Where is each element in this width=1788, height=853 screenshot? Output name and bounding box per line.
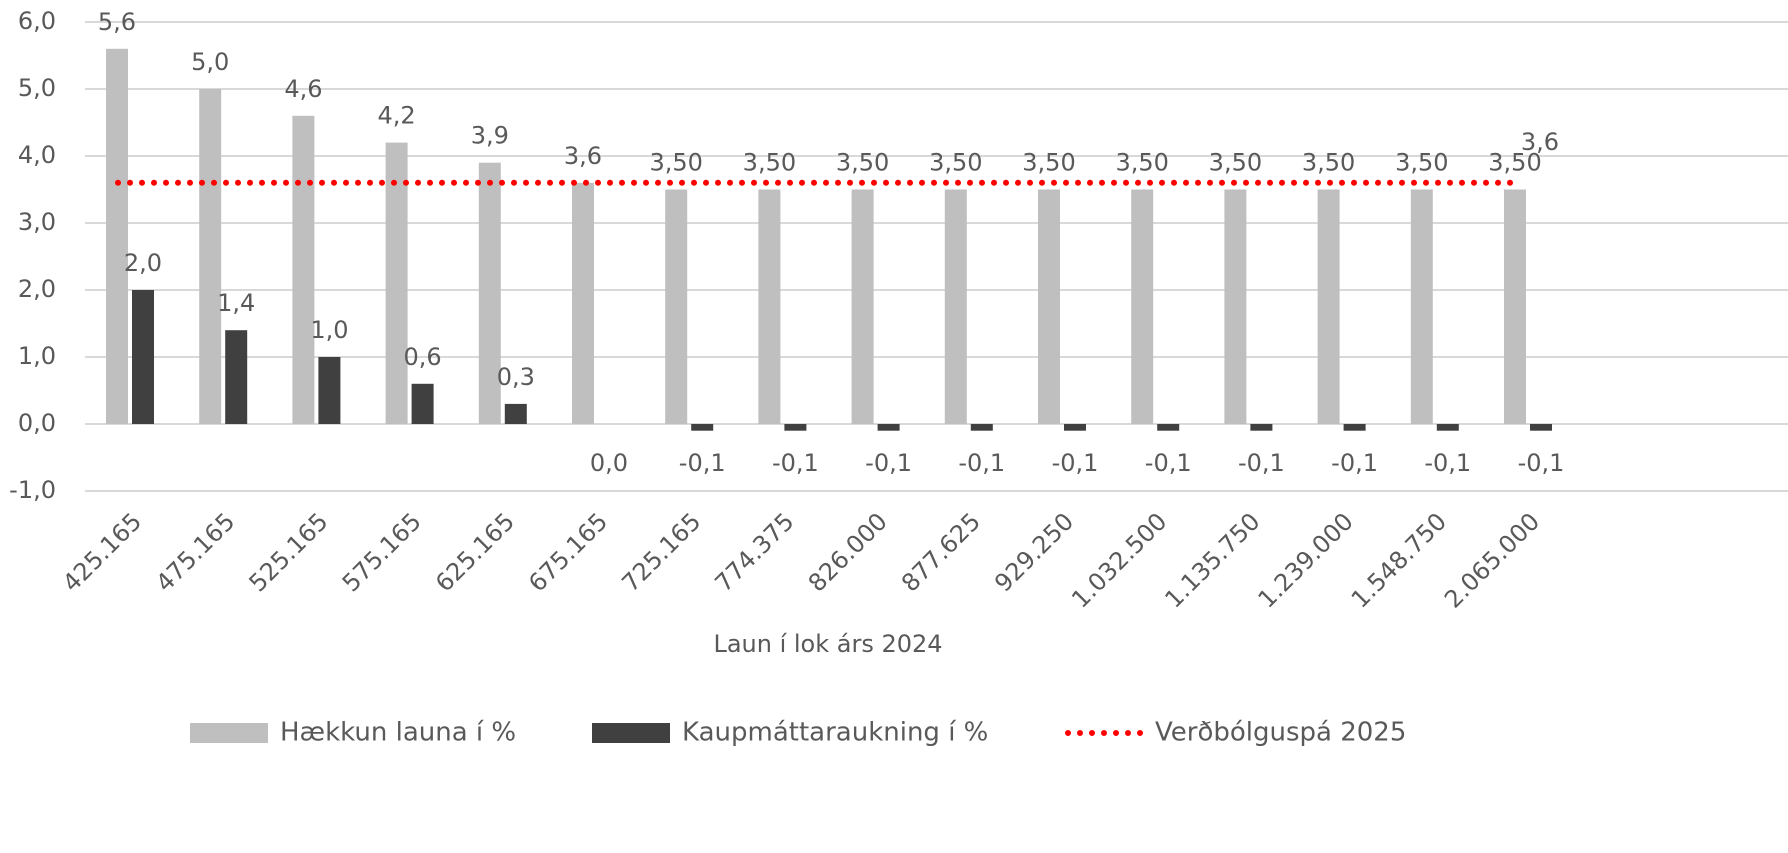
data-label: 5,0: [191, 48, 229, 76]
data-label: -0,1: [772, 449, 819, 477]
data-label: 3,50: [836, 149, 889, 177]
y-tick-label: 3,0: [18, 208, 56, 236]
bar: [572, 182, 594, 424]
x-tick-label: 425.165: [57, 507, 147, 597]
bar: [1436, 424, 1459, 431]
y-tick-label: -1,0: [9, 476, 56, 504]
x-tick-label: 1.548.750: [1346, 507, 1452, 613]
data-label: 0,3: [497, 363, 535, 391]
legend-label: Kaupmáttaraukning í %: [682, 718, 988, 748]
data-label: 3,6: [1521, 128, 1559, 156]
x-tick-label: 877.625: [896, 507, 986, 597]
bar: [385, 142, 408, 424]
x-tick-label: 826.000: [803, 507, 893, 597]
data-label: -0,1: [1145, 449, 1192, 477]
legend-label: Hækkun launa í %: [280, 718, 516, 748]
data-label: 3,50: [1209, 149, 1262, 177]
data-label: 1,4: [217, 289, 255, 317]
data-label: 3,9: [471, 122, 509, 150]
bar: [1343, 424, 1366, 431]
x-tick-label: 774.375: [710, 507, 800, 597]
x-tick-label: 1.135.750: [1159, 507, 1265, 613]
x-tick-label: 625.165: [430, 507, 520, 597]
y-tick-label: 6,0: [18, 7, 56, 35]
x-tick-label: 2.065.000: [1439, 507, 1545, 613]
data-label: 3,50: [929, 149, 982, 177]
bar: [877, 424, 900, 431]
x-tick-label: 1.032.500: [1066, 507, 1172, 613]
data-label: 0,6: [404, 343, 442, 371]
bar: [1157, 424, 1180, 431]
bar: [970, 424, 993, 431]
data-label: 2,0: [124, 249, 162, 277]
bar: [199, 89, 222, 424]
data-label: 3,50: [1395, 149, 1448, 177]
data-label: 3,6: [564, 142, 602, 170]
bar: [1250, 424, 1273, 431]
bar: [665, 189, 688, 424]
legend-label: Verðbólguspá 2025: [1155, 718, 1406, 748]
x-tick-label: 475.165: [150, 507, 240, 597]
bar: [1131, 189, 1154, 424]
bar: [411, 383, 434, 424]
x-tick-label: 675.165: [523, 507, 613, 597]
data-label: 0,0: [590, 449, 628, 477]
data-label: -0,1: [1518, 449, 1565, 477]
bar: [106, 48, 128, 425]
data-label: -0,1: [1238, 449, 1285, 477]
legend-swatch: [592, 723, 670, 743]
x-tick-label: 1.239.000: [1253, 507, 1359, 613]
data-label: -0,1: [865, 449, 912, 477]
bar: [132, 290, 154, 424]
bar: [1038, 189, 1060, 424]
bar: [1317, 189, 1340, 424]
data-label: 1,0: [310, 316, 348, 344]
bar: [758, 189, 781, 424]
data-label: 3,50: [1488, 149, 1541, 177]
data-label: -0,1: [679, 449, 726, 477]
data-label: 3,50: [1302, 149, 1355, 177]
x-tick-label: 525.165: [244, 507, 334, 597]
y-tick-label: 0,0: [18, 409, 56, 437]
data-label: 3,50: [1115, 149, 1168, 177]
data-label: -0,1: [958, 449, 1005, 477]
data-label: -0,1: [1424, 449, 1471, 477]
bar: [225, 330, 248, 424]
x-tick-label: 929.250: [989, 507, 1079, 597]
data-label: -0,1: [1052, 449, 1099, 477]
bar: [784, 424, 807, 431]
x-tick-label: 725.165: [616, 507, 706, 597]
bar: [504, 403, 527, 424]
bar: [851, 189, 874, 424]
x-tick-label: 575.165: [337, 507, 427, 597]
legend-swatch: [190, 723, 268, 743]
bar: [292, 115, 315, 425]
y-tick-label: 4,0: [18, 141, 56, 169]
y-tick-label: 1,0: [18, 342, 56, 370]
bar: [1064, 424, 1086, 431]
bar: [944, 189, 967, 424]
bar: [478, 162, 501, 424]
bar: [1504, 189, 1526, 424]
y-tick-label: 2,0: [18, 275, 56, 303]
data-label: 3,50: [649, 149, 702, 177]
data-label: 3,50: [743, 149, 796, 177]
bar: [1224, 189, 1247, 424]
bar: [1530, 424, 1552, 431]
bar: [318, 357, 341, 424]
y-tick-label: 5,0: [18, 74, 56, 102]
data-label: -0,1: [1331, 449, 1378, 477]
bar: [691, 424, 714, 431]
data-label: 4,2: [378, 102, 416, 130]
bar: [1410, 189, 1433, 424]
data-label: 5,6: [98, 8, 136, 36]
data-label: 3,50: [1022, 149, 1075, 177]
data-label: 4,6: [284, 75, 322, 103]
x-axis-label: Laun í lok árs 2024: [713, 630, 942, 658]
